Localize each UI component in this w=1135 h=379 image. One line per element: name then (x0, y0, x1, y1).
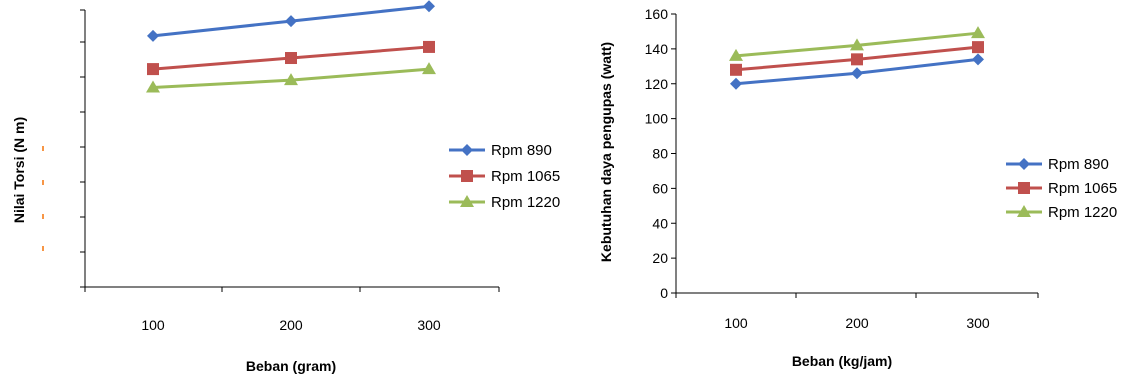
data-point (972, 41, 984, 54)
x-tick-label: 100 (141, 317, 165, 333)
y-tick-label: 80 (652, 146, 668, 162)
y-tick-label: 120 (645, 76, 669, 92)
data-point (423, 40, 435, 53)
data-point (146, 80, 160, 93)
legend-marker (1018, 182, 1030, 194)
x-tick-label: 200 (279, 317, 303, 333)
y-tick-label: 160 (645, 6, 669, 22)
y-tick-label: 0 (660, 285, 668, 301)
power-chart: 0 20 40 60 80 100 120 140 160 100 200 300 Beban (k… (598, 6, 1117, 369)
legend-label: Rpm 1065 (1048, 180, 1117, 197)
x-tick-label: 100 (724, 315, 748, 331)
legend-label: Rpm 1220 (491, 194, 560, 211)
data-point (147, 29, 159, 42)
legend-marker (1017, 205, 1031, 217)
y-tick-label: 100 (645, 111, 669, 127)
legend-label: Rpm 1220 (1048, 204, 1117, 221)
data-point (730, 63, 742, 76)
data-point (284, 73, 298, 86)
x-tick-label: 200 (845, 315, 869, 331)
data-point (730, 77, 742, 90)
data-point (972, 53, 984, 66)
x-tick-label: 300 (966, 315, 990, 331)
x-tick-label: 300 (417, 317, 441, 333)
legend-marker (461, 170, 473, 182)
right-y-axis-title: Kebutuhan daya pengupas (watt) (598, 42, 614, 262)
data-point (851, 53, 863, 66)
data-point (729, 48, 743, 61)
legend-label: Rpm 890 (491, 142, 552, 159)
data-point (971, 26, 985, 39)
y-tick-label: 140 (645, 41, 669, 57)
y-tick-label: 40 (652, 215, 668, 231)
legend-marker (461, 144, 473, 156)
data-point (851, 67, 863, 80)
y-tick-label: 60 (652, 180, 668, 196)
left-y-axis-title: Nilai Torsi (N m) (11, 117, 27, 223)
legend-label: Rpm 890 (1048, 156, 1109, 173)
data-point (285, 52, 297, 65)
y-tick-label: 20 (652, 250, 668, 266)
legend-label: Rpm 1065 (491, 168, 560, 185)
data-point (422, 62, 436, 75)
data-point (850, 38, 864, 51)
data-point (147, 63, 159, 76)
legend-marker (460, 195, 474, 207)
torque-chart: 100 200 300 Beban (gram) Nilai Torsi (N m)… (11, 0, 560, 374)
data-point (423, 0, 435, 13)
right-x-axis-title: Beban (kg/jam) (792, 353, 892, 369)
data-point (285, 15, 297, 28)
left-x-axis-title: Beban (gram) (246, 358, 336, 374)
legend-marker (1018, 158, 1030, 170)
